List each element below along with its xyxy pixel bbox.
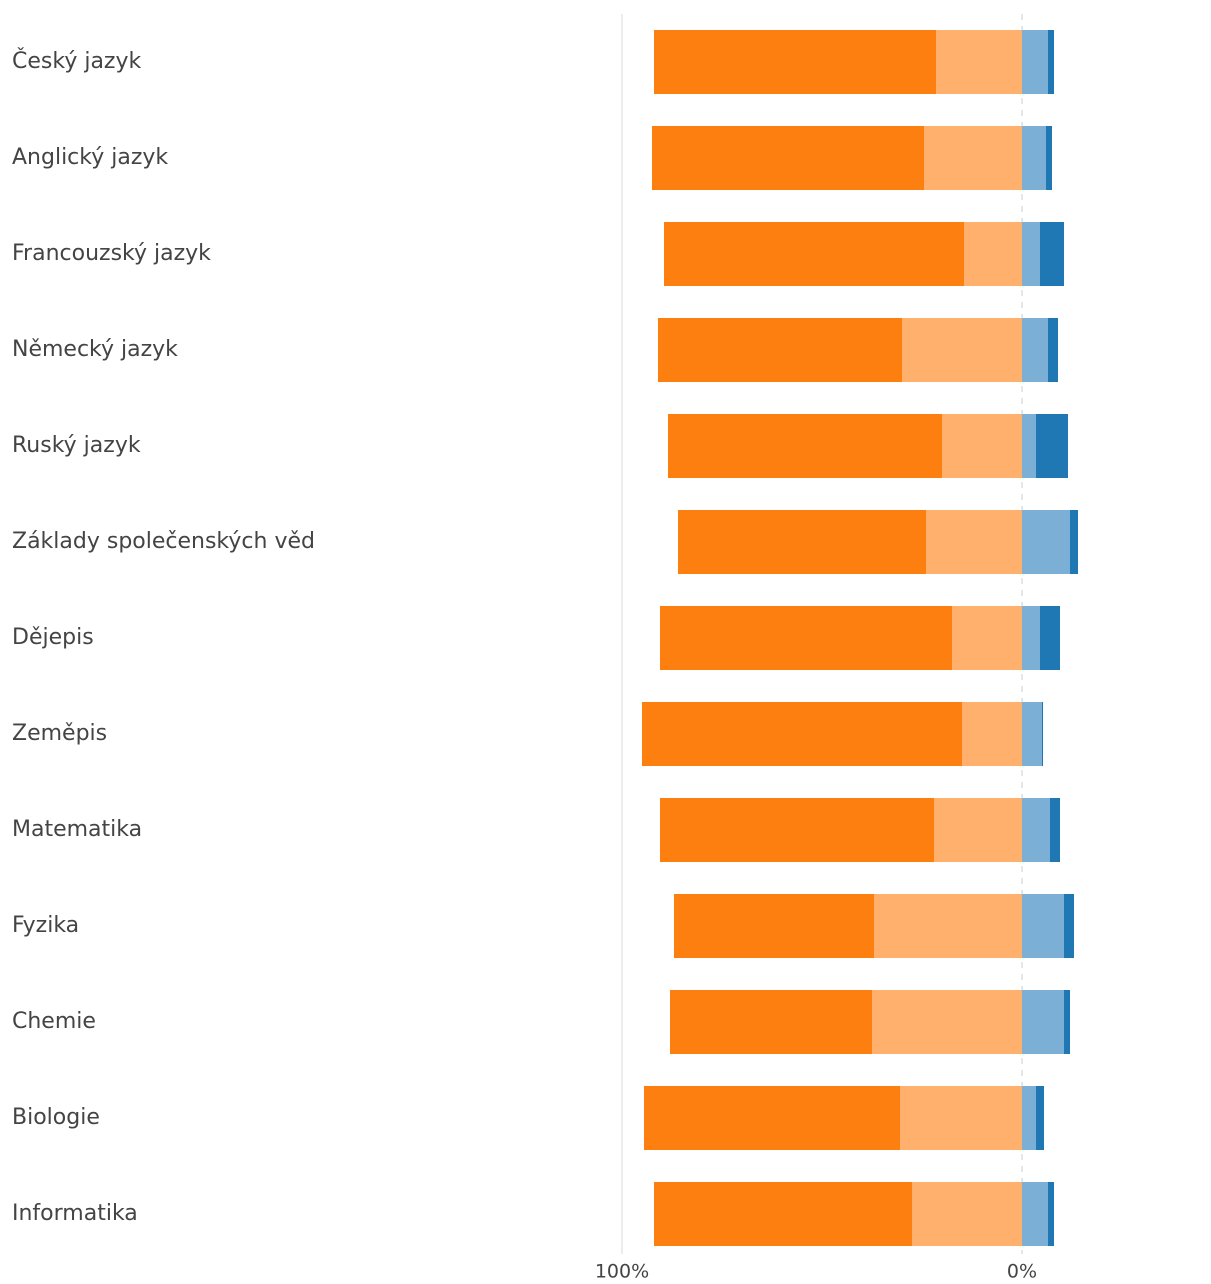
bar-segment (1022, 798, 1050, 862)
bar-segment (962, 702, 1022, 766)
bar-segment (660, 798, 934, 862)
category-label: Fyzika (12, 913, 79, 938)
category-label: Francouzský jazyk (12, 241, 211, 266)
bar-segment (1022, 318, 1048, 382)
bar-segment (926, 510, 1022, 574)
category-label: Informatika (12, 1201, 138, 1226)
bar-segment (1022, 126, 1046, 190)
category-label: Český jazyk (12, 48, 141, 74)
bar-segment (652, 126, 924, 190)
bar-segment (1046, 126, 1052, 190)
bar-segment (902, 318, 1022, 382)
bar-segment (1040, 222, 1064, 286)
category-label: Ruský jazyk (12, 433, 141, 458)
bar-segment (1022, 990, 1064, 1054)
bar-segment (1050, 798, 1060, 862)
bar-segment (654, 1182, 912, 1246)
bar-segment (1022, 30, 1048, 94)
category-label: Anglický jazyk (12, 145, 168, 170)
bar-segment (654, 30, 936, 94)
bar-segment (644, 1086, 900, 1150)
bar-segment (642, 702, 962, 766)
bar-segment (1064, 894, 1074, 958)
bar-segment (1048, 318, 1058, 382)
bar-segment (1036, 1086, 1044, 1150)
x-tick-label: 100% (595, 1261, 649, 1283)
category-label: Základy společenských věd (12, 529, 315, 554)
bar-segment (912, 1182, 1022, 1246)
category-label: Zeměpis (12, 721, 107, 746)
bar-segment (1048, 30, 1054, 94)
bar-segment (952, 606, 1022, 670)
bar-segment (1022, 1182, 1048, 1246)
bar-segment (964, 222, 1022, 286)
bar-segment (1070, 510, 1078, 574)
bar-segment (1036, 414, 1068, 478)
bar-segment (874, 894, 1022, 958)
bar-segment (1022, 702, 1042, 766)
bar-segment (1022, 414, 1036, 478)
bar-segment (674, 894, 874, 958)
bar-segment (1040, 606, 1060, 670)
bar-segment (658, 318, 902, 382)
bar-segment (1022, 606, 1040, 670)
bar-segment (678, 510, 926, 574)
bar-segment (668, 414, 942, 478)
bar-segment (1048, 1182, 1054, 1246)
bar-segment (942, 414, 1022, 478)
bar-segment (936, 30, 1022, 94)
bar-segment (872, 990, 1022, 1054)
x-tick-label: 0% (1007, 1261, 1037, 1283)
bar-segment (1022, 222, 1040, 286)
bar-segment (900, 1086, 1022, 1150)
bar-segment (660, 606, 952, 670)
category-label: Německý jazyk (12, 337, 178, 362)
bar-segment (1022, 894, 1064, 958)
bar-segment (934, 798, 1022, 862)
bar-segment (1022, 1086, 1036, 1150)
category-label: Dějepis (12, 625, 94, 650)
category-label: Chemie (12, 1009, 96, 1034)
bar-segment (670, 990, 872, 1054)
category-label: Biologie (12, 1105, 100, 1130)
bar-segment (1064, 990, 1070, 1054)
bar-segment (1042, 702, 1043, 766)
bar-segment (1022, 510, 1070, 574)
bar-segment (664, 222, 964, 286)
category-label: Matematika (12, 817, 142, 842)
bar-segment (924, 126, 1022, 190)
